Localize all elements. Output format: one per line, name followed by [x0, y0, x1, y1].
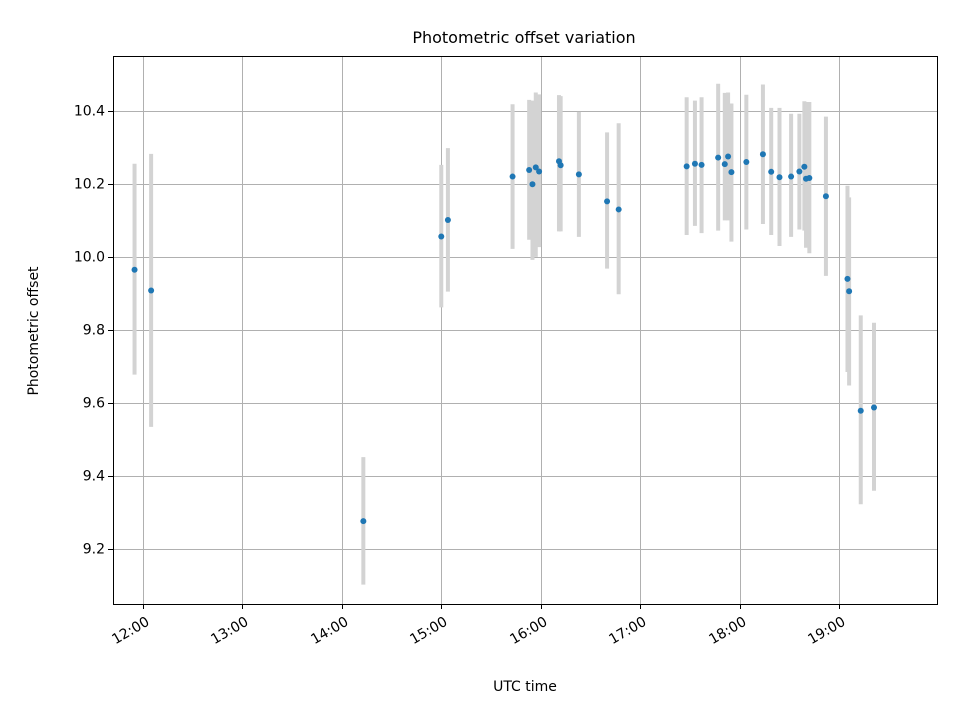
chart-title: Photometric offset variation	[412, 28, 635, 47]
y-tick-label: 9.6	[83, 396, 105, 412]
data-point	[698, 161, 705, 168]
data-point	[822, 193, 829, 200]
data-point	[438, 233, 445, 240]
y-axis-ticks: 9.2 9.4 9.6 9.8 10.0 10.2 10.4	[74, 104, 113, 558]
data-point	[743, 158, 750, 165]
data-point	[526, 166, 533, 173]
data-point	[844, 275, 851, 282]
data-point	[846, 288, 853, 295]
y-tick-label: 9.8	[83, 323, 105, 339]
data-point	[536, 168, 543, 175]
data-point	[759, 151, 766, 158]
data-point	[725, 153, 732, 160]
y-tick-label: 10.2	[74, 177, 105, 193]
x-axis-label: UTC time	[493, 679, 557, 695]
data-point	[604, 198, 611, 205]
plot-frame	[113, 56, 938, 605]
data-points	[131, 151, 877, 525]
y-axis-label: Photometric offset	[26, 266, 42, 396]
data-point	[801, 163, 808, 170]
data-point	[509, 173, 516, 180]
data-point	[557, 162, 564, 169]
data-point	[575, 171, 582, 178]
y-tick-label: 10.0	[74, 250, 105, 266]
data-point	[529, 181, 536, 188]
data-point	[532, 164, 539, 171]
y-tick-label: 10.4	[74, 104, 105, 120]
data-point	[615, 206, 622, 213]
data-point	[788, 173, 795, 180]
data-point	[857, 407, 864, 414]
data-point	[444, 217, 451, 224]
data-point	[776, 174, 783, 181]
data-point	[683, 163, 690, 170]
data-point	[721, 161, 728, 168]
data-point	[768, 168, 775, 175]
data-point	[715, 154, 722, 161]
data-point	[148, 287, 155, 294]
grid	[113, 56, 937, 604]
data-point	[131, 266, 138, 273]
data-point	[691, 160, 698, 167]
data-point	[796, 168, 803, 175]
data-point	[728, 169, 735, 176]
y-tick-label: 9.2	[83, 542, 105, 558]
data-point	[806, 175, 813, 182]
y-tick-label: 9.4	[83, 469, 105, 485]
data-point	[870, 404, 877, 411]
data-point	[360, 518, 367, 525]
